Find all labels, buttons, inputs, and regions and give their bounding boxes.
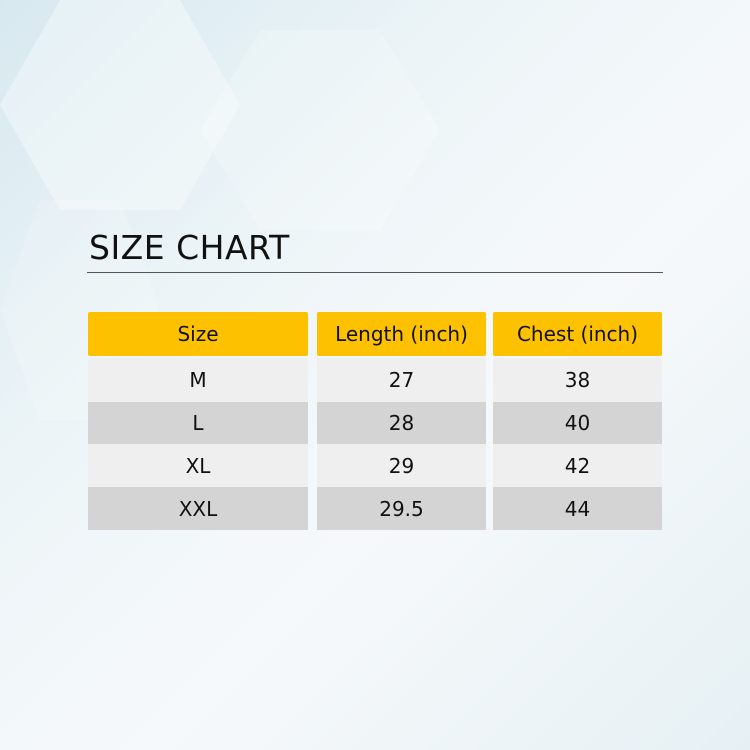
table-cell: XL: [88, 444, 308, 487]
table-cell: M: [88, 358, 308, 402]
table-cell: 42: [493, 444, 662, 487]
page-title: SIZE CHART: [89, 228, 290, 267]
table-cell: 29.5: [317, 487, 486, 530]
table-cell: 27: [317, 358, 486, 402]
header-chest: Chest (inch): [493, 312, 662, 356]
table-cell: 40: [493, 402, 662, 444]
table-cell: 44: [493, 487, 662, 530]
title-divider: [87, 272, 663, 273]
background-hexagon: [0, 0, 240, 210]
header-size: Size: [88, 312, 308, 356]
table-cell: 29: [317, 444, 486, 487]
table-cell: 28: [317, 402, 486, 444]
table-cell: 38: [493, 358, 662, 402]
background-hexagon: [200, 30, 440, 230]
header-length: Length (inch): [317, 312, 486, 356]
table-cell: XXL: [88, 487, 308, 530]
table-cell: L: [88, 402, 308, 444]
